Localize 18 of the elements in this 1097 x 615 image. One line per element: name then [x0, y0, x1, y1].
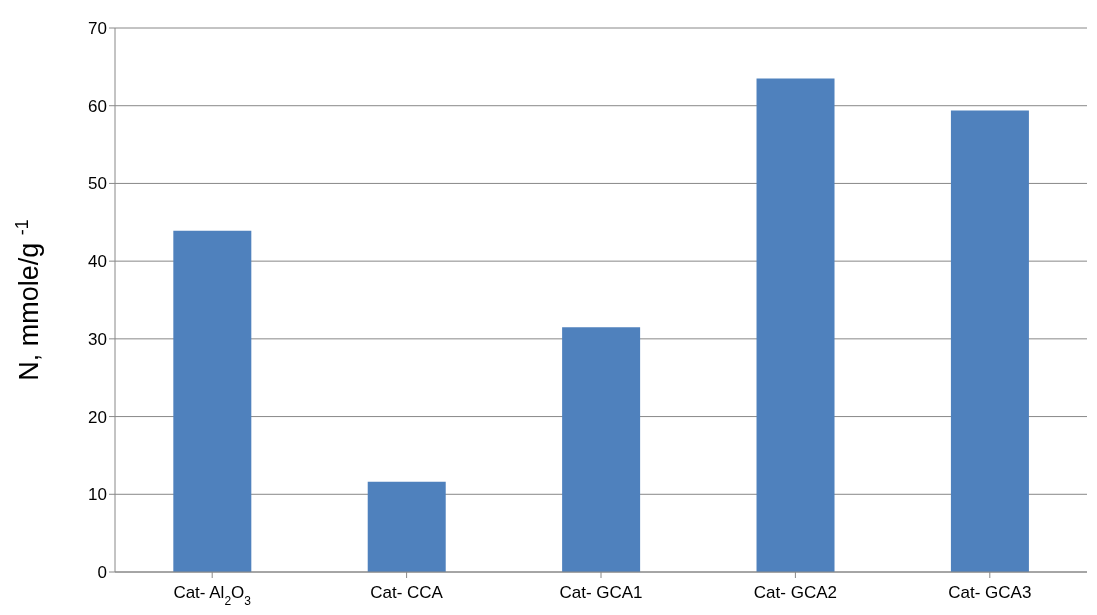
- x-tick-label: Cat- Al$_{2}$O$_{3}$: [173, 583, 252, 608]
- bar: [756, 78, 835, 572]
- y-tick-label: 60: [88, 96, 107, 116]
- x-tick-label: Cat- GCA2: [753, 583, 837, 602]
- x-tick-label: Cat- CCA: [370, 583, 444, 602]
- y-tick-label: 70: [88, 19, 107, 39]
- y-tick-label: 50: [88, 174, 107, 194]
- bar: [562, 327, 641, 572]
- x-tick-label: Cat- GCA1: [559, 583, 643, 602]
- y-tick-label: 0: [97, 563, 107, 583]
- bar: [950, 110, 1029, 572]
- bar: [173, 230, 252, 572]
- y-tick-label: 30: [88, 329, 107, 349]
- y-tick-label: 20: [88, 407, 107, 427]
- y-tick-label: 40: [88, 252, 107, 272]
- x-tick-label: Cat- GCA3: [948, 583, 1032, 602]
- y-tick-label: 10: [88, 485, 107, 505]
- bar: [367, 481, 446, 572]
